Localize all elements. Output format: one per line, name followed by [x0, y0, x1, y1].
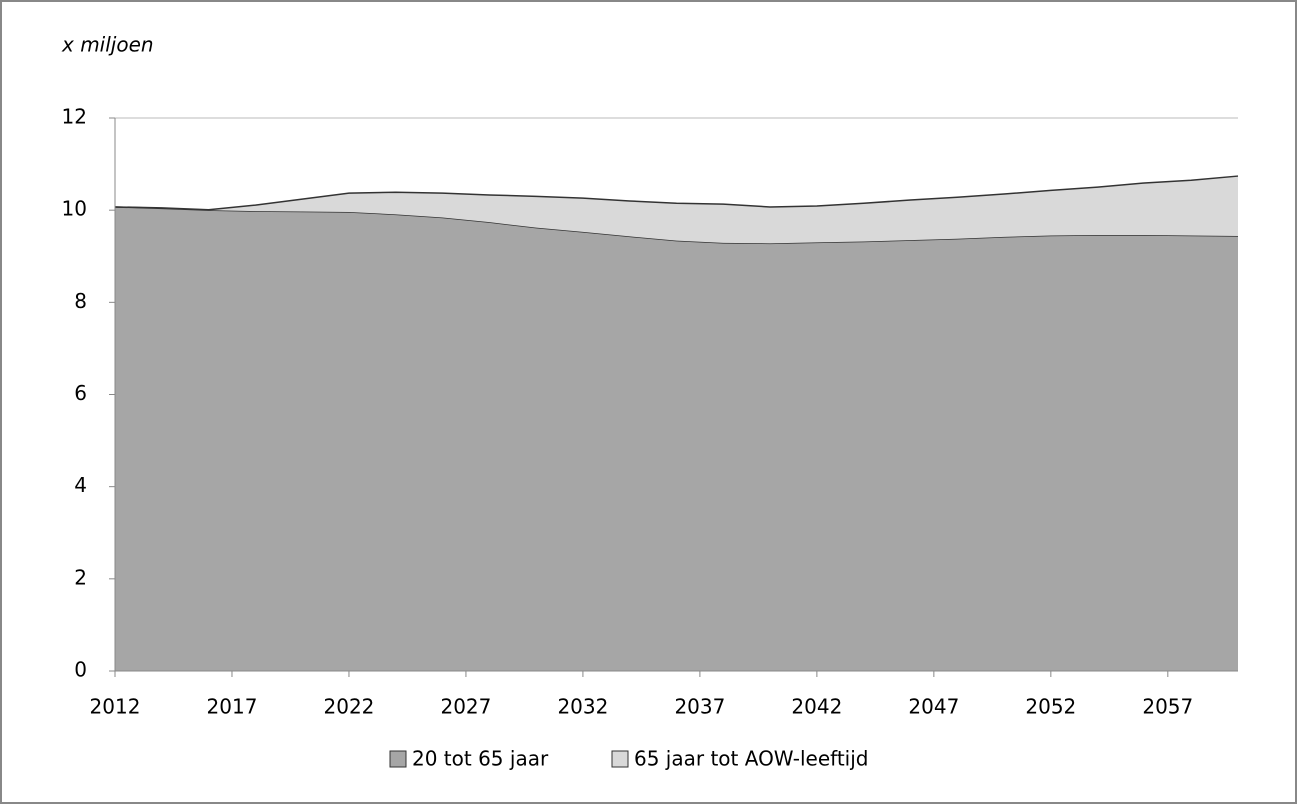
x-tick-label: 2037 [674, 695, 725, 719]
x-tick-label: 2027 [440, 695, 491, 719]
y-tick-label: 4 [74, 473, 87, 497]
x-tick-label: 2052 [1025, 695, 1076, 719]
y-tick-label: 6 [74, 381, 87, 405]
x-tick-label: 2047 [908, 695, 959, 719]
y-tick-label: 8 [74, 289, 87, 313]
x-tick-label: 2042 [791, 695, 842, 719]
legend-label: 20 tot 65 jaar [412, 747, 549, 771]
y-tick-label: 0 [74, 658, 87, 682]
legend-swatch [389, 750, 407, 768]
legend-label: 65 jaar tot AOW-leeftijd [634, 747, 869, 771]
x-tick-label: 2022 [324, 695, 375, 719]
y-tick-label: 10 [62, 197, 87, 221]
legend-swatch [611, 750, 629, 768]
x-tick-label: 2012 [90, 695, 141, 719]
y-tick-label: 2 [74, 565, 87, 589]
area [115, 206, 1238, 671]
y-axis-label: x miljoen [61, 33, 154, 57]
x-tick-label: 2057 [1142, 695, 1193, 719]
y-tick-label: 12 [62, 105, 87, 129]
x-tick-label: 2032 [557, 695, 608, 719]
x-tick-label: 2017 [207, 695, 258, 719]
area-edge [114, 175, 1239, 211]
